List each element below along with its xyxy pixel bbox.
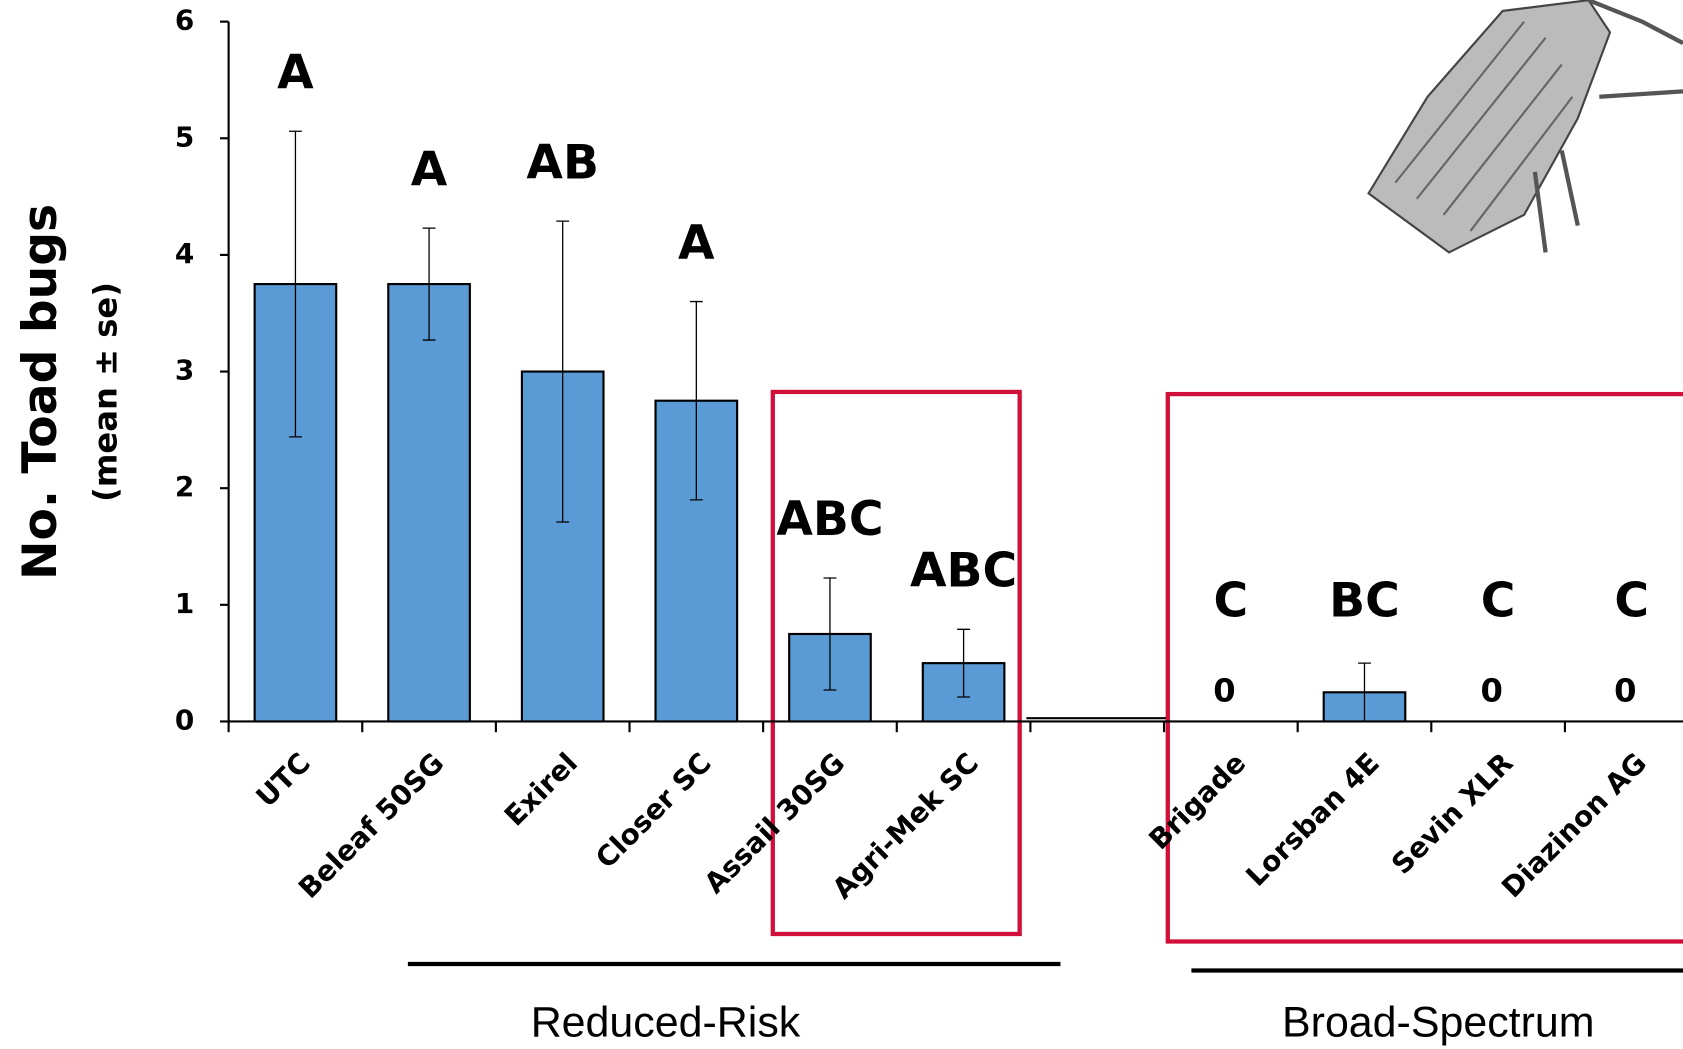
data-label: 0: [1213, 671, 1235, 709]
insect-illustration: [1369, 0, 1683, 252]
significance-letter: A: [411, 142, 448, 197]
y-tick-label: 6: [175, 4, 194, 37]
significance-letter: C: [1481, 573, 1516, 628]
y-tick-label: 5: [175, 120, 194, 153]
x-tick-label: Sevin XLR: [1385, 746, 1519, 880]
x-tick-label: Brigade: [1142, 746, 1252, 856]
x-tick-label: Exirel: [498, 746, 584, 832]
significance-letter: A: [277, 45, 314, 100]
significance-letter: AB: [526, 135, 599, 190]
y-axis-subtitle: (mean ± se): [86, 282, 124, 502]
x-tick-label: Lorsban 4E: [1239, 746, 1385, 892]
x-tick-label: UTC: [249, 746, 316, 813]
y-axis-title: No. Toad bugs: [13, 204, 68, 580]
data-label: 0: [1614, 671, 1636, 709]
chart: No. Toad bugs (mean ± se) 0123456UTCABel…: [0, 0, 1683, 1049]
significance-letter: A: [678, 216, 715, 271]
data-label: 0: [1480, 671, 1502, 709]
y-tick-label: 0: [175, 703, 194, 736]
significance-letter: BC: [1329, 573, 1400, 628]
group-label: Reduced-Risk: [531, 999, 801, 1047]
significance-letter: C: [1214, 573, 1249, 628]
significance-letter: ABC: [910, 544, 1017, 599]
significance-letter: C: [1614, 573, 1649, 628]
group-label: Broad-Spectrum: [1282, 999, 1595, 1047]
y-tick-label: 3: [175, 354, 194, 387]
significance-letter: ABC: [776, 492, 883, 547]
y-tick-label: 2: [175, 470, 194, 503]
y-tick-label: 1: [175, 587, 194, 620]
x-tick-label: Closer SC: [589, 746, 718, 875]
bar: [388, 284, 470, 721]
y-tick-label: 4: [175, 237, 194, 270]
